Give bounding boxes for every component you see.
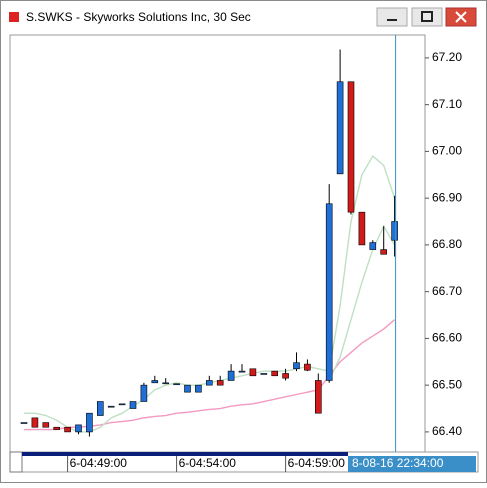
candle-body bbox=[336, 81, 344, 175]
candle-body bbox=[206, 380, 213, 386]
candle-body bbox=[304, 363, 311, 371]
candle-body bbox=[325, 203, 333, 381]
y-tick-label: 66.90 bbox=[432, 190, 462, 204]
candle-body bbox=[369, 242, 377, 250]
candle-body bbox=[162, 382, 169, 385]
candle-body bbox=[227, 370, 235, 381]
close-icon bbox=[455, 11, 467, 23]
y-tick-label: 67.20 bbox=[432, 50, 462, 64]
y-tick-label: 67.10 bbox=[432, 97, 462, 111]
candle-body bbox=[86, 412, 93, 433]
candle-body bbox=[260, 373, 268, 375]
candle-body bbox=[20, 422, 28, 424]
scroll-box[interactable] bbox=[9, 451, 23, 473]
plot bbox=[20, 49, 398, 437]
y-tick-label: 66.80 bbox=[432, 237, 462, 251]
candle-body bbox=[391, 221, 398, 241]
candle-body bbox=[42, 422, 50, 428]
candle-body bbox=[151, 380, 159, 384]
candle-body bbox=[282, 373, 289, 379]
candle-body bbox=[238, 370, 246, 373]
y-tick-label: 66.70 bbox=[432, 284, 462, 298]
candle-body bbox=[380, 249, 388, 255]
candle-body bbox=[107, 405, 115, 408]
window-buttons[interactable] bbox=[376, 7, 477, 27]
candle-body bbox=[140, 384, 148, 402]
restore-button[interactable] bbox=[411, 7, 443, 27]
candle-body bbox=[293, 362, 300, 370]
y-tick-label: 66.40 bbox=[432, 424, 462, 438]
x-tick-label: 6-04:59:00 bbox=[288, 456, 346, 470]
minimize-button[interactable] bbox=[376, 7, 408, 27]
candle-body bbox=[358, 211, 366, 246]
cursor-label-box bbox=[348, 456, 476, 472]
y-tick-label: 66.60 bbox=[432, 331, 462, 345]
candle-body bbox=[249, 368, 257, 377]
candle-body bbox=[129, 401, 137, 409]
window-title: S.SWKS - Skyworks Solutions Inc, 30 Sec bbox=[26, 10, 251, 24]
x-tick-label: 6-04:49:00 bbox=[70, 456, 128, 470]
x-tick-label: 6-04:54:00 bbox=[179, 456, 237, 470]
y-tick-label: 66.50 bbox=[432, 377, 462, 391]
candle-body bbox=[64, 426, 71, 433]
candle-body bbox=[31, 417, 39, 428]
candle-body bbox=[97, 401, 104, 416]
y-tick-label: 67.00 bbox=[432, 144, 462, 158]
cursor-label: 8-08-16 22:34:00 bbox=[352, 456, 444, 470]
candle-body bbox=[184, 384, 191, 393]
restore-icon bbox=[421, 11, 433, 22]
app-icon bbox=[9, 12, 19, 22]
candle-body bbox=[216, 380, 224, 386]
candle-body bbox=[271, 370, 279, 377]
candle-body bbox=[347, 81, 355, 213]
candle-body bbox=[118, 403, 126, 406]
candle-body bbox=[173, 383, 180, 386]
scroll-bar[interactable] bbox=[22, 452, 348, 456]
candle-body bbox=[53, 426, 61, 430]
candle-body bbox=[75, 424, 82, 433]
candle-body bbox=[314, 380, 322, 414]
candle-body bbox=[195, 384, 202, 393]
